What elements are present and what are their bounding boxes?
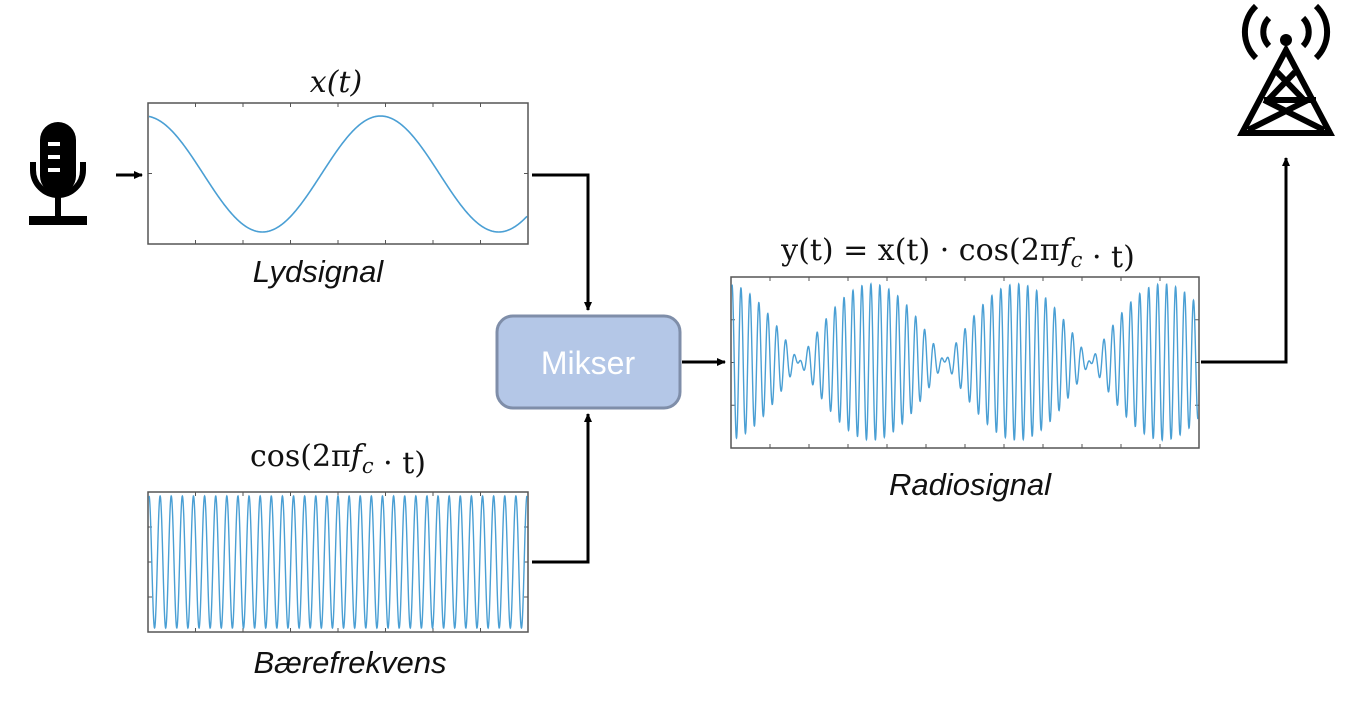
- carrier-formula: cos(2πfc · t): [250, 439, 426, 481]
- carrier-waveform: [148, 494, 528, 630]
- radio-to-tower-arrow: [1201, 157, 1290, 364]
- radio-plot: y(t) = x(t) · cos(2πfc · t) Radiosignal: [730, 233, 1200, 502]
- carrier-caption: Bærefrekvens: [254, 645, 447, 680]
- radio-waveform: [731, 282, 1199, 442]
- microphone-icon: [29, 122, 87, 225]
- audio-plot: x(t) Lydsignal: [147, 65, 529, 289]
- carrier-plot: cos(2πfc · t) Bærefrekvens: [147, 439, 529, 680]
- audio-caption: Lydsignal: [253, 254, 385, 289]
- radio-caption: Radiosignal: [889, 467, 1052, 502]
- audio-formula: x(t): [310, 65, 362, 100]
- radio-plot-ticks: [731, 277, 1199, 448]
- audio-plot-ticks: [148, 103, 528, 244]
- audio-to-mixer-arrow: [532, 173, 592, 311]
- radio-formula: y(t) = x(t) · cos(2πfc · t): [780, 233, 1135, 275]
- audio-waveform: [148, 115, 528, 233]
- mixer-label: Mikser: [541, 345, 636, 381]
- carrier-to-mixer-arrow: [532, 413, 592, 564]
- mixer-block: Mikser: [495, 314, 682, 410]
- radio-tower-icon: [1237, 3, 1335, 136]
- carrier-plot-ticks: [148, 492, 528, 632]
